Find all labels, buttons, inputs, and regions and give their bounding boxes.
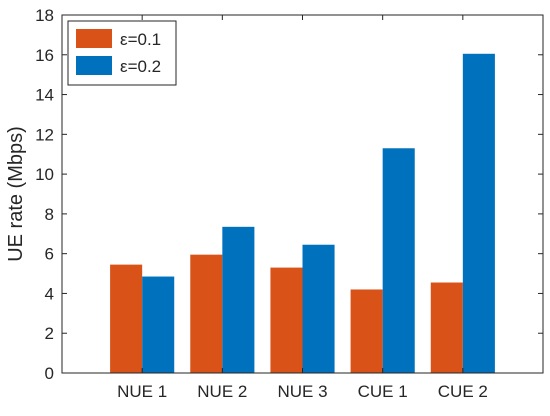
y-tick-label: 18	[35, 6, 54, 25]
y-tick-label: 12	[35, 125, 54, 144]
legend-swatch-series-1	[76, 29, 112, 48]
bar-nue-1-series-2	[142, 276, 175, 373]
y-axis-label: UE rate (Mbps)	[5, 126, 27, 262]
x-tick-label: NUE 1	[117, 382, 167, 401]
y-tick-label: 16	[35, 46, 54, 65]
bar-cue-1-series-1	[350, 289, 383, 373]
y-tick-label: 10	[35, 165, 54, 184]
axes-layer: 0 2 4 6 8 10 12 14 16 18 NUE 1 NUE 2 NUE 3 CUE 1 CUE 2	[35, 6, 544, 401]
bar-cue-1-series-2	[382, 148, 415, 373]
bar-nue-3-series-1	[270, 267, 303, 373]
bar-cue-2-series-1	[430, 282, 463, 373]
bar-nue-2-series-1	[190, 254, 223, 373]
legend-label-series-2: ε=0.2	[120, 57, 161, 76]
y-tick-label: 14	[35, 86, 54, 105]
y-tick-label: 4	[45, 284, 54, 303]
bars-layer	[110, 53, 495, 373]
legend-swatch-series-2	[76, 56, 112, 75]
legend: ε=0.1 ε=0.2	[67, 20, 177, 86]
x-tick-label: NUE 3	[277, 382, 327, 401]
bar-nue-3-series-2	[302, 244, 335, 373]
bar-nue-2-series-2	[222, 226, 255, 373]
legend-label-series-1: ε=0.1	[120, 30, 161, 49]
x-tick-label: CUE 2	[438, 382, 488, 401]
y-tick-label: 8	[45, 205, 54, 224]
y-tick-label: 6	[45, 245, 54, 264]
y-tick-label: 2	[45, 324, 54, 343]
y-tick-label: 0	[45, 364, 54, 383]
bar-cue-2-series-2	[462, 53, 495, 373]
x-tick-label: NUE 2	[197, 382, 247, 401]
bar-nue-1-series-1	[110, 264, 143, 373]
x-tick-label: CUE 1	[358, 382, 408, 401]
